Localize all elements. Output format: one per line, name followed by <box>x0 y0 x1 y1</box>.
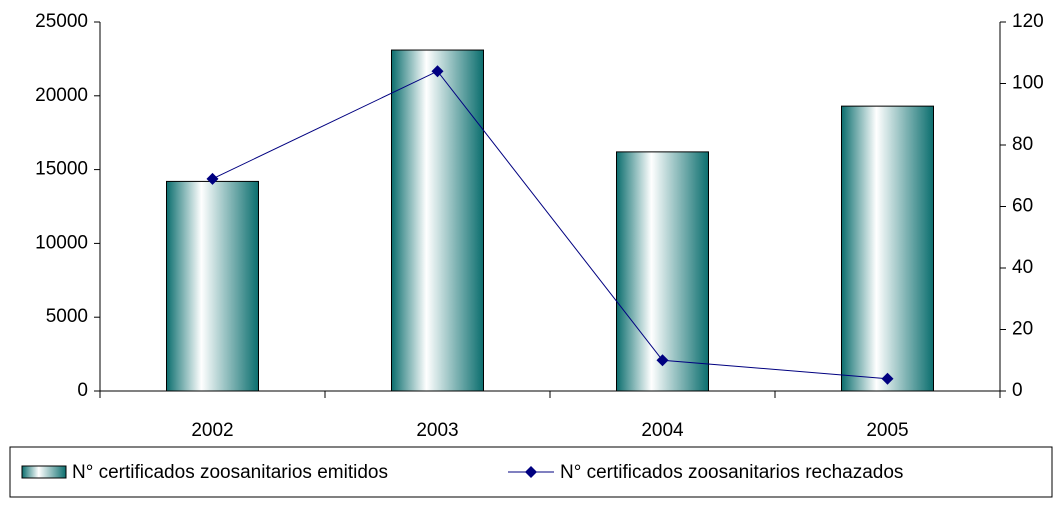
legend-label: N° certificados zoosanitarios emitidos <box>72 462 388 483</box>
marker <box>431 65 444 78</box>
y-tick-label: 15000 <box>35 159 88 180</box>
bar <box>616 151 709 392</box>
bar <box>391 49 484 392</box>
x-tick-label: 2005 <box>866 420 908 441</box>
legend-marker <box>525 466 537 478</box>
y2-tick-label: 0 <box>1012 380 1023 401</box>
bar <box>841 105 934 392</box>
y2-tick-label: 60 <box>1012 196 1033 217</box>
y2-tick-label: 100 <box>1012 73 1044 94</box>
legend-label: N° certificados zoosanitarios rechazados <box>560 462 903 483</box>
x-tick-label: 2002 <box>191 420 233 441</box>
marker <box>656 354 669 367</box>
marker <box>206 172 219 185</box>
line <box>212 70 888 380</box>
y2-tick-label: 120 <box>1012 11 1044 32</box>
y-tick-label: 20000 <box>35 85 88 106</box>
y-tick-label: 25000 <box>35 11 88 32</box>
y2-tick-label: 80 <box>1012 134 1033 155</box>
y-tick-label: 10000 <box>35 232 88 253</box>
x-tick-label: 2003 <box>416 420 458 441</box>
y2-tick-label: 20 <box>1012 319 1033 340</box>
legend-swatch <box>21 465 67 479</box>
x-tick-label: 2004 <box>641 420 684 441</box>
bar <box>166 180 259 392</box>
y2-tick-label: 40 <box>1012 257 1033 278</box>
y-tick-label: 0 <box>77 380 88 401</box>
marker <box>881 372 894 385</box>
y-tick-label: 5000 <box>46 306 88 327</box>
